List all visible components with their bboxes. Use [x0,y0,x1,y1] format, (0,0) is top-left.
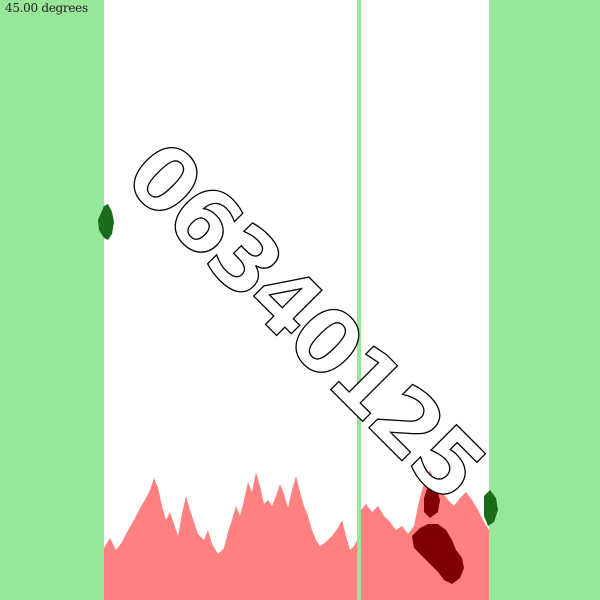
dark-green-blob-left [98,204,114,240]
divider [357,0,361,600]
left-margin [0,0,104,600]
right-margin [489,0,600,600]
terrain-left [104,472,357,600]
dark-green-blob-right [484,490,498,526]
dark-red-blob-upper [424,480,440,518]
rotation-label: 45.00 degrees [5,1,88,15]
dark-red-blob [412,524,464,584]
